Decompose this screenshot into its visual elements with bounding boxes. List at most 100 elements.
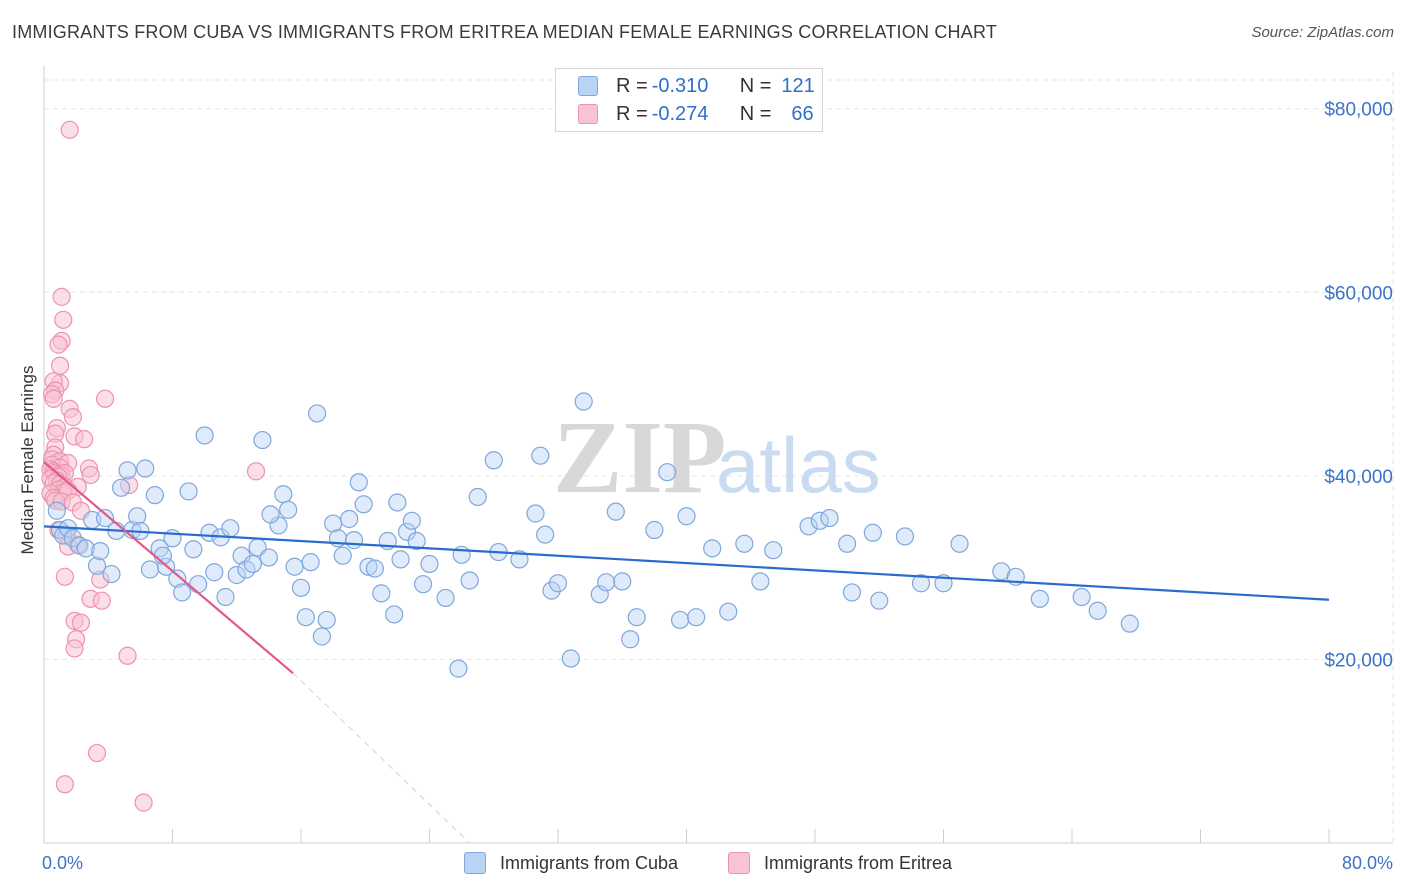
y-tick-label: $80,000 <box>1324 100 1393 121</box>
cuba-point <box>719 602 738 621</box>
cuba-point <box>606 502 625 521</box>
cuba-point <box>460 571 479 590</box>
chart-title: IMMIGRANTS FROM CUBA VS IMMIGRANTS FROM … <box>12 22 998 42</box>
source-label: Source: ZipAtlas.com <box>1251 24 1394 41</box>
cuba-point <box>388 493 407 512</box>
cuba-point <box>1120 614 1139 633</box>
cuba-point <box>391 550 410 569</box>
eritrea-point <box>87 743 107 763</box>
series-legend-cuba[interactable]: Immigrants from Cuba <box>464 852 678 874</box>
cuba-point <box>484 451 503 470</box>
y-axis-label: Median Female Earnings <box>18 365 37 555</box>
cuba-point <box>645 520 664 540</box>
cuba-point <box>658 463 677 482</box>
cuba-point <box>703 539 722 558</box>
legend-r-label: R = <box>616 74 648 97</box>
series-eritrea-points <box>41 120 266 812</box>
cuba-point <box>227 565 246 585</box>
cuba-point <box>402 511 421 530</box>
y-tick-label: $40,000 <box>1324 467 1393 488</box>
legend-swatch-eritrea <box>578 104 598 124</box>
cuba-point <box>670 610 690 630</box>
series-legend-eritrea[interactable]: Immigrants from Eritrea <box>728 852 952 874</box>
eritrea-point <box>65 639 84 658</box>
cuba-point <box>259 548 278 567</box>
legend-n-value-cuba: 121 <box>781 74 815 97</box>
cuba-point <box>301 553 320 572</box>
correlation-legend: R = -0.310 N = 121 R = -0.274 N = 66 <box>555 68 823 132</box>
cuba-point <box>312 627 331 646</box>
cuba-point <box>542 581 561 600</box>
cuba-point <box>895 527 915 546</box>
eritrea-point <box>63 408 83 427</box>
cuba-point <box>47 501 66 520</box>
eritrea-trend-line <box>43 461 294 675</box>
cuba-point <box>333 546 352 565</box>
eritrea-point <box>75 430 94 449</box>
cuba-point <box>870 591 889 610</box>
eritrea-point <box>95 389 115 408</box>
cuba-point <box>179 482 198 501</box>
eritrea-trend-extension <box>292 672 471 844</box>
legend-row-cuba: R = -0.310 N = 121 <box>578 73 815 99</box>
y-tick-label: $20,000 <box>1324 650 1393 671</box>
cuba-point <box>677 507 696 526</box>
legend-r-value-eritrea: -0.274 <box>651 102 709 125</box>
cuba-point <box>63 529 83 548</box>
cuba-point <box>243 554 262 574</box>
cuba-point <box>436 588 455 608</box>
cuba-point <box>221 519 240 538</box>
x-tick-label-max: 80.0% <box>1342 853 1393 873</box>
cuba-point <box>735 534 754 553</box>
series-legend-swatch-eritrea <box>728 852 750 874</box>
legend-r-value-cuba: -0.310 <box>651 74 709 97</box>
cuba-point <box>76 539 95 558</box>
legend-swatch-cuba <box>578 76 598 96</box>
cuba-trend-line <box>43 525 1330 601</box>
legend-r-label: R = <box>616 102 648 125</box>
cuba-point <box>407 531 426 551</box>
cuba-point <box>842 583 862 602</box>
cuba-point <box>189 575 208 594</box>
cuba-point <box>365 559 384 578</box>
cuba-point <box>140 560 160 579</box>
cuba-point <box>468 487 487 507</box>
cuba-point <box>613 572 632 591</box>
cuba-point <box>1088 601 1107 620</box>
cuba-point <box>168 569 187 588</box>
cuba-point <box>510 550 529 569</box>
legend-n-value-eritrea: 66 <box>791 102 814 125</box>
eritrea-point <box>54 310 73 329</box>
cuba-point <box>799 517 818 536</box>
cuba-point <box>291 578 311 597</box>
cuba-point <box>317 610 336 630</box>
cuba-point <box>627 608 646 627</box>
cuba-point <box>863 523 882 542</box>
cuba-point <box>548 574 568 593</box>
cuba-point <box>372 584 391 603</box>
eritrea-point <box>134 793 153 812</box>
series-legend-label-cuba: Immigrants from Cuba <box>500 852 679 873</box>
cuba-point <box>354 495 373 514</box>
eritrea-point <box>52 287 71 306</box>
cuba-point <box>91 542 110 561</box>
y-tick-labels: $20,000 $40,000 $60,000 $80,000 <box>1324 100 1393 672</box>
eritrea-point <box>55 775 74 794</box>
trend-lines <box>43 461 1330 844</box>
cuba-point <box>413 575 433 594</box>
cuba-point <box>136 459 155 478</box>
cuba-point <box>385 605 404 624</box>
series-legend-label-eritrea: Immigrants from Eritrea <box>764 852 953 873</box>
cuba-point <box>397 522 417 541</box>
eritrea-point <box>92 591 111 610</box>
cuba-point <box>285 557 304 576</box>
cuba-point <box>307 404 327 423</box>
cuba-point <box>344 531 364 550</box>
cuba-point <box>205 563 224 582</box>
cuba-point <box>195 426 214 445</box>
cuba-point <box>359 557 378 576</box>
series-legend-swatch-cuba <box>464 852 486 874</box>
cuba-point <box>145 486 164 505</box>
cuba-point <box>102 564 121 584</box>
